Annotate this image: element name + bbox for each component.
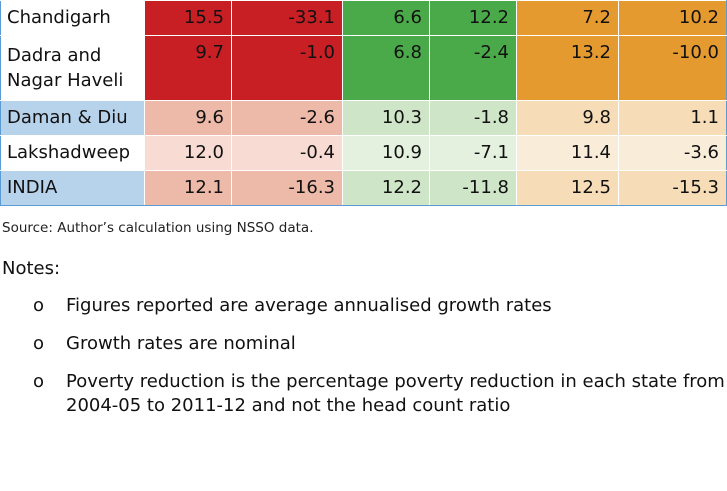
table-cell: 12.2 [342, 170, 430, 206]
table-cell: 9.7 [144, 35, 232, 101]
table-cell: 12.5 [516, 170, 619, 206]
table-row-daman: Daman & Diu 9.6 -2.6 10.3 -1.8 9.8 1.1 [0, 100, 727, 136]
table-cell: -2.6 [231, 100, 343, 136]
list-item: o Figures reported are average annualise… [0, 294, 727, 318]
table-cell: 11.4 [516, 135, 619, 171]
note-text: Growth rates are nominal [66, 333, 296, 354]
growth-table: Chandigarh 15.5 -33.1 6.6 12.2 7.2 10.2 … [0, 0, 727, 206]
table-cell: 12.1 [144, 170, 232, 206]
row-name: Chandigarh [0, 0, 145, 36]
table-cell: 9.6 [144, 100, 232, 136]
table-cell: 9.8 [516, 100, 619, 136]
table-cell: 10.9 [342, 135, 430, 171]
notes-heading: Notes: [2, 258, 61, 279]
bullet-marker: o [33, 333, 45, 354]
table-cell: 6.6 [342, 0, 430, 36]
list-item: o Growth rates are nominal [0, 332, 727, 356]
note-text: Poverty reduction is the percentage pove… [66, 371, 725, 416]
notes-list: o Figures reported are average annualise… [0, 294, 727, 432]
table-cell: 6.8 [342, 35, 430, 101]
table-cell: -7.1 [429, 135, 517, 171]
table-cell: 10.2 [618, 0, 727, 36]
table-row-dadra: Dadra and Nagar Haveli 9.7 -1.0 6.8 -2.4… [0, 35, 727, 101]
table-cell: -15.3 [618, 170, 727, 206]
table-cell: 1.1 [618, 100, 727, 136]
table-cell: -11.8 [429, 170, 517, 206]
table-cell: -1.8 [429, 100, 517, 136]
list-item: o Poverty reduction is the percentage po… [0, 370, 727, 418]
table-cell: -0.4 [231, 135, 343, 171]
bullet-marker: o [33, 371, 45, 392]
table-row-lakshadweep: Lakshadweep 12.0 -0.4 10.9 -7.1 11.4 -3.… [0, 135, 727, 171]
table-cell: -33.1 [231, 0, 343, 36]
table-cell: 12.2 [429, 0, 517, 36]
table-cell: -1.0 [231, 35, 343, 101]
table-cell: -3.6 [618, 135, 727, 171]
row-name: INDIA [0, 170, 145, 206]
table-cell: 12.0 [144, 135, 232, 171]
bullet-marker: o [33, 295, 45, 316]
source-note: Source: Author’s calculation using NSSO … [2, 220, 314, 236]
table-cell: 13.2 [516, 35, 619, 101]
row-name: Daman & Diu [0, 100, 145, 136]
table-row-chandigarh: Chandigarh 15.5 -33.1 6.6 12.2 7.2 10.2 [0, 0, 727, 36]
table-cell: -2.4 [429, 35, 517, 101]
table-row-india: INDIA 12.1 -16.3 12.2 -11.8 12.5 -15.3 [0, 170, 727, 206]
note-text: Figures reported are average annualised … [66, 295, 552, 316]
table-cell: -10.0 [618, 35, 727, 101]
row-name: Dadra and Nagar Haveli [0, 35, 145, 101]
row-name: Lakshadweep [0, 135, 145, 171]
table-cell: -16.3 [231, 170, 343, 206]
table-cell: 7.2 [516, 0, 619, 36]
table-cell: 15.5 [144, 0, 232, 36]
table-cell: 10.3 [342, 100, 430, 136]
